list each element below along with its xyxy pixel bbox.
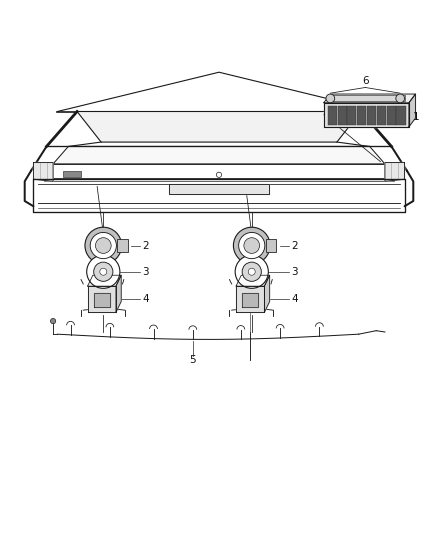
Text: 4: 4: [143, 294, 149, 304]
Polygon shape: [324, 94, 416, 103]
Circle shape: [396, 94, 405, 103]
Polygon shape: [94, 293, 110, 307]
Circle shape: [50, 318, 56, 324]
Circle shape: [248, 268, 255, 275]
Circle shape: [242, 262, 261, 281]
Text: 5: 5: [190, 356, 196, 365]
Circle shape: [239, 232, 265, 259]
Text: 4: 4: [291, 294, 298, 304]
Circle shape: [95, 238, 111, 253]
Circle shape: [90, 232, 117, 259]
Circle shape: [326, 94, 335, 103]
Polygon shape: [53, 147, 385, 164]
Polygon shape: [236, 286, 265, 312]
Circle shape: [85, 227, 122, 264]
Polygon shape: [265, 275, 270, 312]
Circle shape: [87, 255, 120, 288]
Text: 2: 2: [143, 240, 149, 251]
Polygon shape: [88, 286, 116, 312]
FancyBboxPatch shape: [387, 106, 396, 125]
FancyBboxPatch shape: [347, 106, 357, 125]
FancyBboxPatch shape: [396, 106, 406, 125]
Polygon shape: [77, 111, 361, 142]
FancyBboxPatch shape: [367, 106, 376, 125]
Polygon shape: [33, 179, 405, 212]
FancyBboxPatch shape: [117, 239, 128, 252]
Circle shape: [244, 238, 260, 253]
Circle shape: [216, 172, 222, 177]
Circle shape: [100, 268, 107, 275]
FancyBboxPatch shape: [266, 239, 276, 252]
FancyBboxPatch shape: [63, 171, 81, 177]
Text: 3: 3: [143, 266, 149, 277]
Polygon shape: [88, 275, 121, 286]
Polygon shape: [116, 275, 121, 312]
Polygon shape: [324, 103, 409, 127]
Polygon shape: [385, 163, 405, 181]
Polygon shape: [409, 94, 416, 127]
Text: 1: 1: [413, 112, 420, 122]
Circle shape: [235, 255, 268, 288]
Text: 6: 6: [362, 76, 369, 86]
Polygon shape: [33, 163, 53, 181]
Polygon shape: [242, 293, 258, 307]
Circle shape: [233, 227, 270, 264]
FancyBboxPatch shape: [377, 106, 386, 125]
Text: 3: 3: [291, 266, 298, 277]
Text: 2: 2: [291, 240, 298, 251]
Polygon shape: [236, 275, 270, 286]
FancyBboxPatch shape: [338, 106, 346, 125]
FancyBboxPatch shape: [330, 95, 405, 101]
FancyBboxPatch shape: [328, 106, 337, 125]
FancyBboxPatch shape: [357, 106, 366, 125]
Circle shape: [94, 262, 113, 281]
Polygon shape: [169, 184, 269, 195]
